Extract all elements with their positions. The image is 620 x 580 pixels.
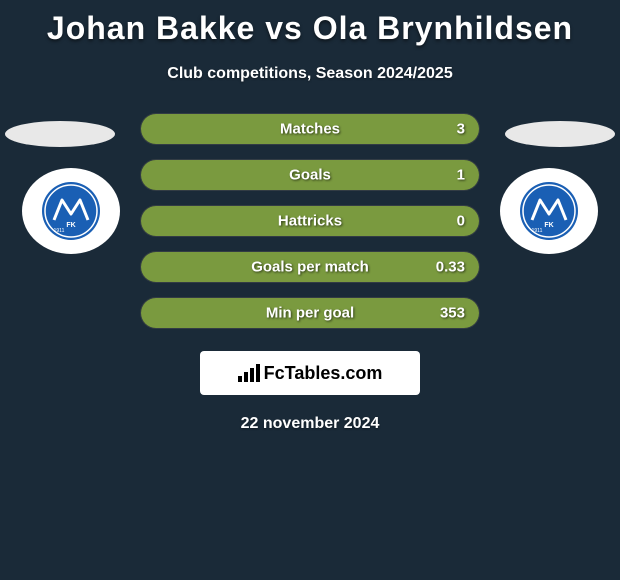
stat-value: 353	[440, 305, 465, 322]
subtitle: Club competitions, Season 2024/2025	[0, 65, 620, 83]
stat-row-fill	[141, 206, 479, 236]
stat-value: 1	[457, 167, 465, 184]
comparison-card: Johan Bakke vs Ola Brynhildsen Club comp…	[0, 0, 620, 580]
stat-value: 0	[457, 213, 465, 230]
branding: FcTables.com	[200, 351, 420, 395]
stat-row: Hattricks0	[140, 205, 480, 237]
stat-value: 3	[457, 121, 465, 138]
club-logo-icon: FK 1911	[40, 180, 102, 242]
stat-row-fill	[141, 298, 479, 328]
club-logo-icon: FK 1911	[518, 180, 580, 242]
stat-row: Goals1	[140, 159, 480, 191]
stat-row-fill	[141, 160, 479, 190]
stat-row: Min per goal353	[140, 297, 480, 329]
svg-text:FK: FK	[66, 222, 75, 229]
svg-text:1911: 1911	[54, 228, 65, 234]
date: 22 november 2024	[0, 415, 620, 433]
page-title: Johan Bakke vs Ola Brynhildsen	[0, 0, 620, 47]
svg-text:FK: FK	[544, 222, 553, 229]
bar-chart-icon	[238, 364, 260, 382]
stat-row: Matches3	[140, 113, 480, 145]
stats-area: FK 1911 FK 1911 Matches3 Goals1 Hattricks0…	[0, 113, 620, 329]
stat-rows: Matches3 Goals1 Hattricks0 Goals per match0…	[140, 113, 480, 329]
branding-text: FcTables.com	[264, 363, 383, 384]
player-right-oval	[505, 121, 615, 147]
club-badge-left: FK 1911	[22, 168, 120, 254]
stat-value: 0.33	[436, 259, 465, 276]
stat-row-fill	[141, 114, 479, 144]
player-left-oval	[5, 121, 115, 147]
svg-text:1911: 1911	[532, 228, 543, 234]
stat-row-fill	[141, 252, 479, 282]
club-badge-right: FK 1911	[500, 168, 598, 254]
stat-row: Goals per match0.33	[140, 251, 480, 283]
